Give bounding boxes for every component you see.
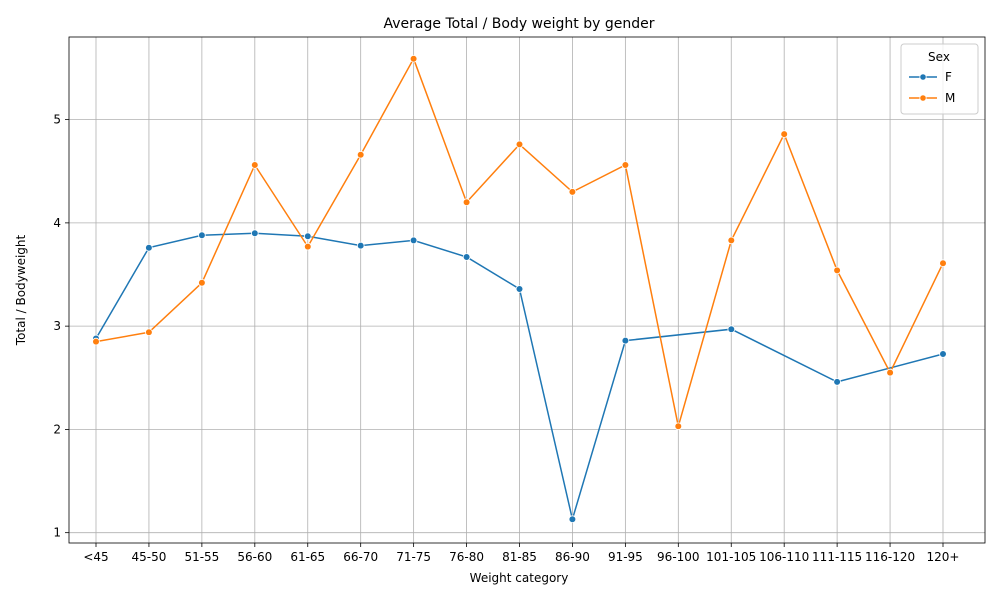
x-tick-label: 86-90: [555, 550, 590, 564]
x-tick-label: 66-70: [343, 550, 378, 564]
x-tick-label: <45: [83, 550, 108, 564]
x-tick-label: 56-60: [237, 550, 272, 564]
x-tick-label: 71-75: [396, 550, 431, 564]
y-axis-ticks: 1 2 3 4 5: [53, 113, 69, 540]
data-point-m: [780, 130, 788, 138]
data-point-m: [515, 140, 524, 149]
legend: Sex F M: [900, 43, 979, 115]
data-point-f: [462, 253, 471, 261]
data-point-f: [356, 241, 365, 250]
data-point-m: [568, 188, 577, 196]
data-point-f: [145, 243, 153, 252]
data-point-m: [145, 328, 153, 337]
x-tick-label: 61-65: [290, 550, 325, 564]
data-point-f: [198, 231, 206, 240]
data-point-f: [939, 350, 947, 358]
data-point-m: [674, 422, 683, 431]
data-point-m: [198, 278, 206, 287]
data-point-m: [92, 337, 100, 346]
data-point-m: [356, 150, 365, 159]
x-tick-label: 106-110: [759, 550, 809, 564]
x-tick-label: 45-50: [132, 550, 167, 564]
x-tick-label: 76-80: [449, 550, 484, 564]
data-point-m: [886, 368, 894, 377]
data-point-f: [409, 236, 418, 245]
data-point-f: [727, 325, 736, 334]
grid: [69, 37, 985, 543]
data-point-m: [303, 242, 312, 251]
y-tick-label: 3: [53, 319, 61, 333]
x-tick-label: 120+: [927, 550, 960, 564]
legend-marker-m: [919, 94, 927, 102]
x-tick-label: 91-95: [608, 550, 643, 564]
x-tick-label: 116-120: [865, 550, 915, 564]
data-point-m: [621, 161, 630, 169]
data-point-f: [621, 336, 630, 345]
data-point-m: [462, 198, 471, 207]
data-point-f: [833, 378, 841, 386]
y-tick-label: 5: [53, 113, 61, 127]
chart-title: Average Total / Body weight by gender: [384, 16, 655, 32]
legend-label-f: F: [945, 70, 952, 84]
x-tick-label: 111-115: [812, 550, 862, 564]
legend-marker-f: [919, 73, 927, 81]
series-line-f: [95, 232, 944, 523]
legend-title: Sex: [928, 50, 950, 64]
data-point-f: [251, 229, 259, 238]
data-point-m: [939, 259, 947, 268]
y-tick-label: 1: [53, 526, 61, 540]
x-tick-label: 81-85: [502, 550, 537, 564]
x-tick-label: 96-100: [657, 550, 700, 564]
data-point-m: [833, 266, 841, 275]
x-tick-label: 101-105: [706, 550, 756, 564]
data-point-f: [568, 515, 577, 523]
y-tick-label: 2: [53, 422, 61, 436]
x-axis-ticks: <45 45-50 51-55 56-60 61-65 66-70 71-75 76-80 81…: [83, 543, 959, 564]
x-axis-label: Weight category: [470, 571, 569, 585]
x-tick-label: 51-55: [184, 550, 219, 564]
data-point-m: [409, 54, 418, 63]
data-point-f: [303, 232, 312, 241]
data-point-m: [251, 161, 259, 169]
series-layer: [92, 54, 947, 523]
legend-label-m: M: [945, 91, 955, 105]
data-point-f: [515, 285, 524, 293]
y-axis-label: Total / Bodyweight: [14, 234, 28, 346]
y-tick-label: 4: [53, 216, 61, 230]
plot-frame: [68, 36, 986, 544]
data-point-m: [727, 236, 736, 245]
